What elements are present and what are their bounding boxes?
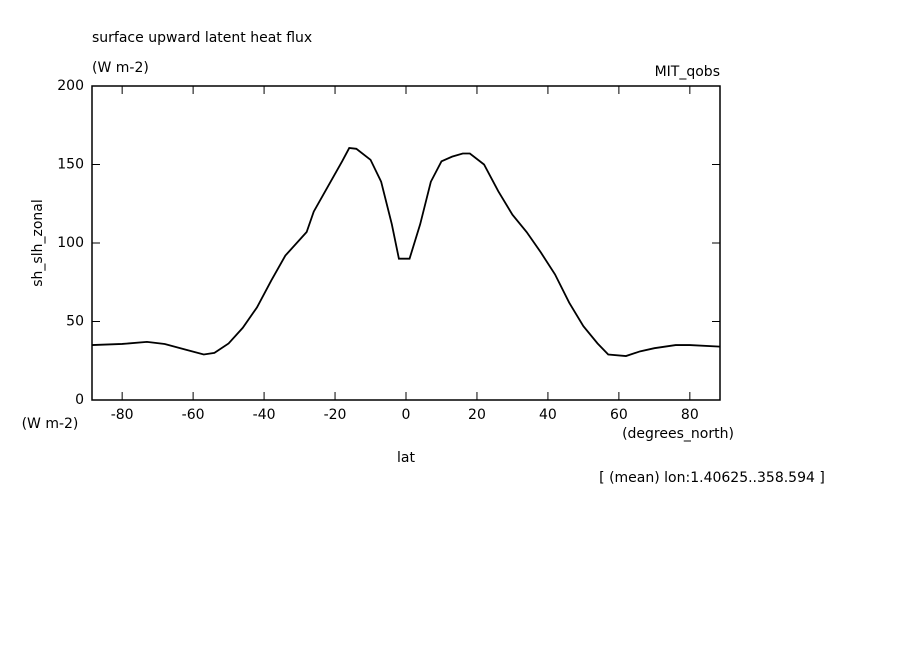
plot-frame [91,85,721,401]
x-tick-label: -20 [324,407,347,423]
source-label: MIT_qobs [655,64,720,80]
data-line [91,147,721,357]
x-tick-label: 0 [402,407,411,423]
chart-title: surface upward latent heat flux [92,30,312,46]
y-tick-label: 100 [57,235,84,251]
y-axis-label: sh_slh_zonal [30,199,46,286]
x-axis-label: lat [397,450,415,466]
y-tick-label: 200 [57,78,84,94]
y-units: (W m-2) [22,416,79,432]
y-tick-label: 150 [57,157,84,173]
x-tick-label: 60 [610,407,628,423]
x-units: (degrees_north) [622,426,734,442]
x-tick-label: 20 [468,407,486,423]
chart-subtitle: (W m-2) [92,60,149,76]
x-tick-label: -60 [182,407,205,423]
y-tick-label: 50 [66,314,84,330]
x-tick-label: 80 [681,407,699,423]
footnote: [ (mean) lon:1.40625..358.594 ] [599,470,825,486]
y-tick-label: 0 [75,392,84,408]
x-tick-label: 40 [539,407,557,423]
x-tick-label: -40 [253,407,276,423]
x-tick-label: -80 [111,407,134,423]
